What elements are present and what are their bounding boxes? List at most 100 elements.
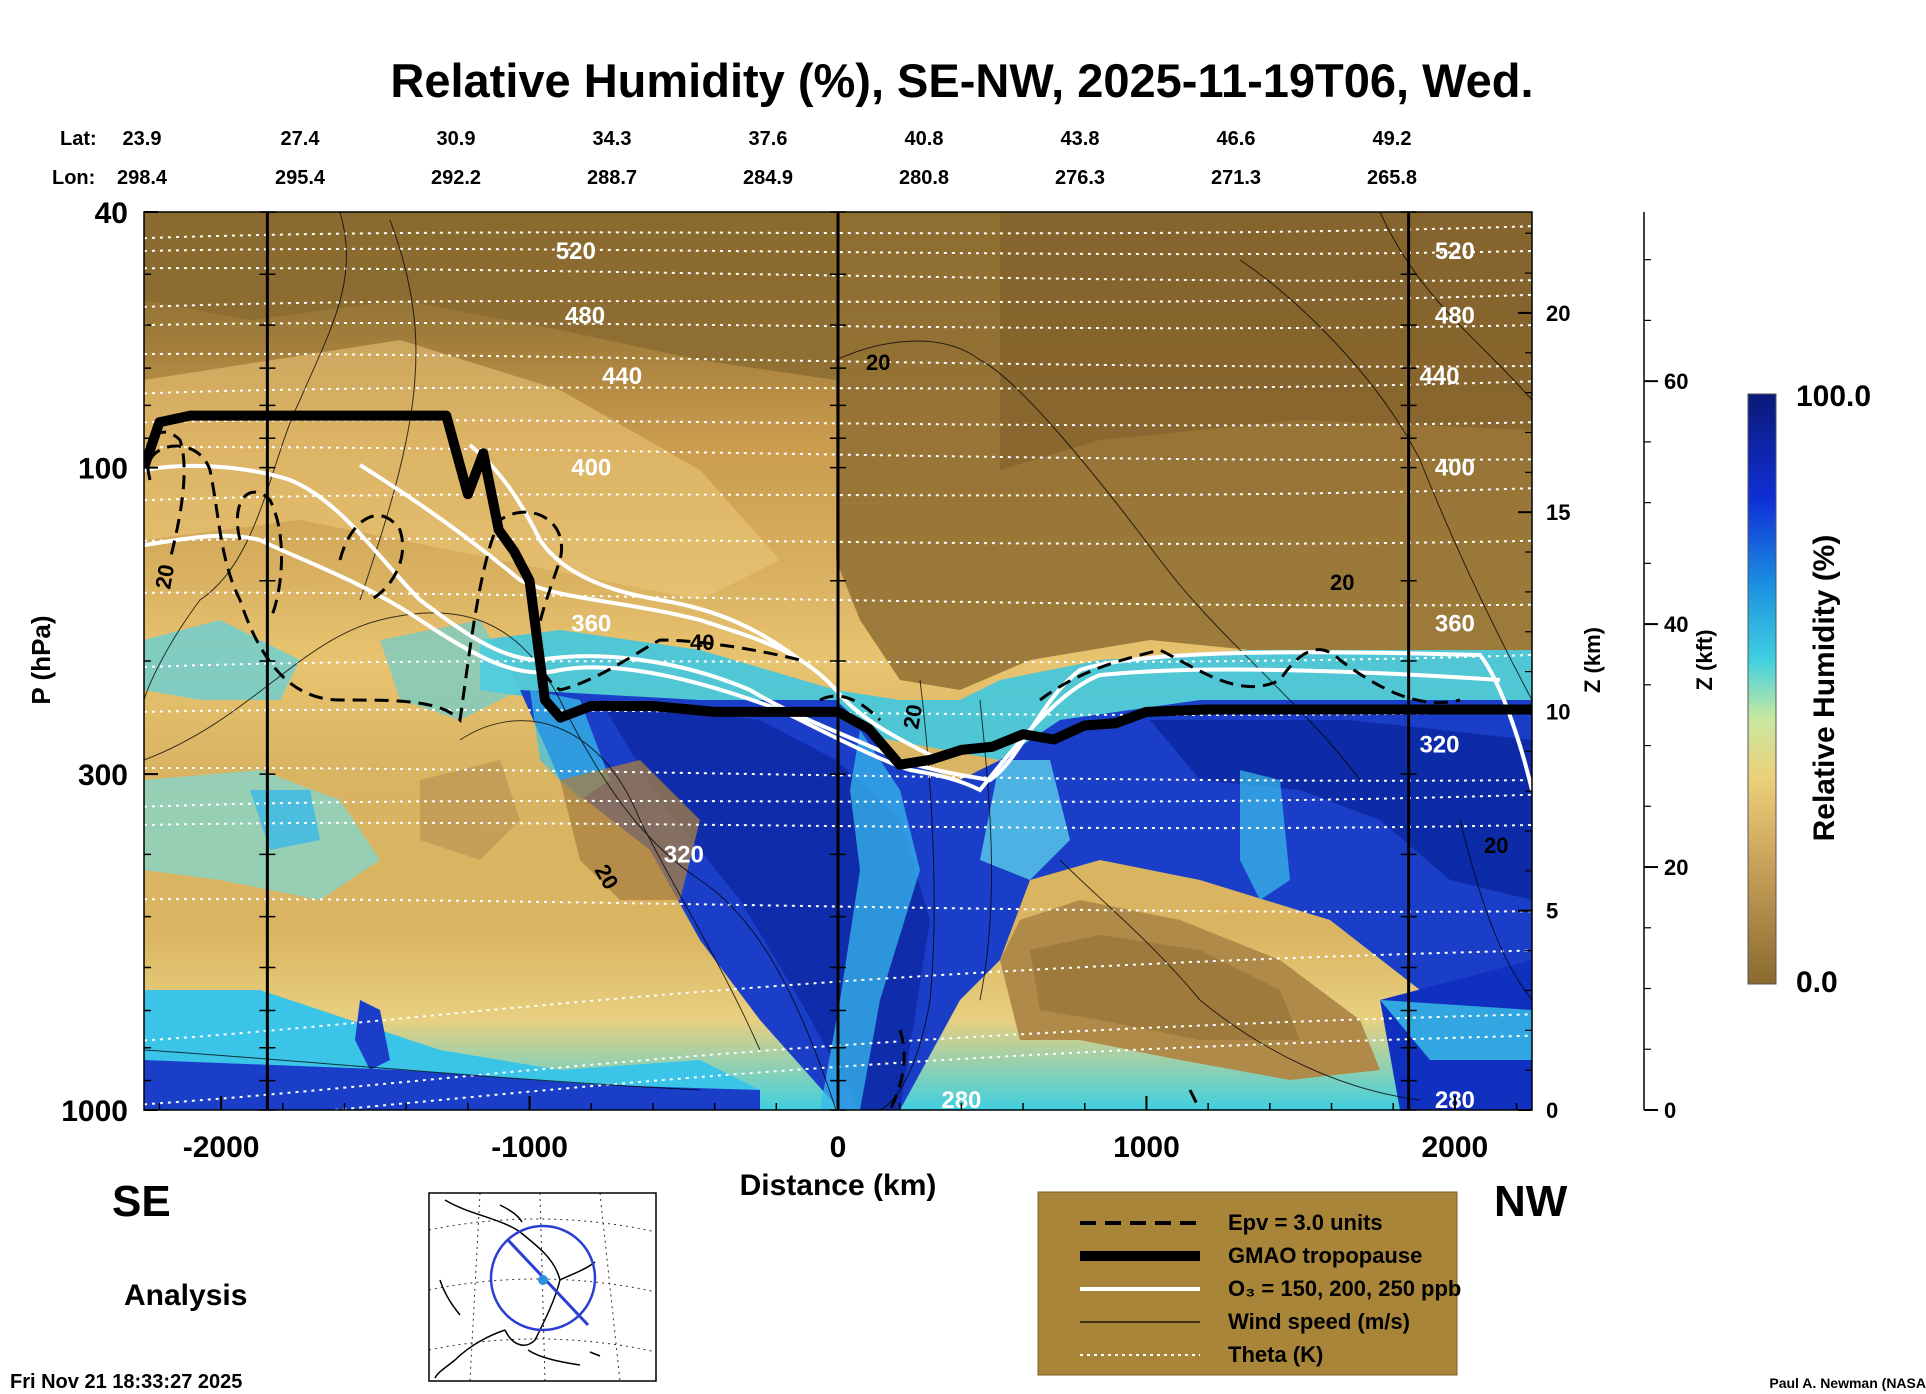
y-tick-label: 100 <box>78 453 128 486</box>
colorbar-max: 100.0 <box>1796 380 1871 413</box>
theta-line <box>144 293 1532 308</box>
theta-label: 440 <box>602 363 642 390</box>
lat-label: Lat: <box>60 128 97 150</box>
lon-value: 284.9 <box>743 167 793 189</box>
credit: Paul A. Newman (NASA <box>1769 1375 1926 1391</box>
theta-line <box>144 591 1532 607</box>
map-range-circle <box>489 1224 597 1332</box>
z-kft-tick-label: 40 <box>1664 612 1688 637</box>
lon-value: 288.7 <box>587 167 637 189</box>
legend-theta-label: Theta (K) <box>1228 1342 1323 1367</box>
theta-label: 400 <box>571 455 611 482</box>
theta-label: 360 <box>1435 611 1475 638</box>
z-km-tick-label: 20 <box>1546 301 1570 326</box>
legend-ozone-label: O₃ = 150, 200, 250 ppb <box>1228 1276 1461 1301</box>
z-kft-tick-label: 20 <box>1664 855 1688 880</box>
theta-line <box>144 793 1532 808</box>
theta-label: 480 <box>1435 303 1475 330</box>
theta-label: 400 <box>1435 455 1475 482</box>
theta-line <box>144 352 1532 368</box>
z-km-tick-label: 10 <box>1546 699 1570 724</box>
x-tick-label: -1000 <box>491 1131 568 1164</box>
wind-label: 40 <box>690 630 714 655</box>
theta-line <box>144 654 1532 668</box>
wind-contours <box>144 212 1532 1110</box>
z-km-axis-label: Z (km) <box>1580 627 1605 693</box>
wind-label: 20 <box>150 562 179 590</box>
y-tick-label: 40 <box>95 197 128 230</box>
lat-value: 37.6 <box>749 128 788 150</box>
direction-se: SE <box>112 1177 171 1226</box>
lat-value: 34.3 <box>593 128 632 150</box>
x-tick-label: 1000 <box>1113 1131 1180 1164</box>
legend-tropopause-label: GMAO tropopause <box>1228 1243 1422 1268</box>
analysis-label: Analysis <box>124 1279 247 1312</box>
y-tick-label: 300 <box>78 759 128 792</box>
reference-lines <box>259 211 1417 1111</box>
theta-label: 480 <box>565 303 605 330</box>
lon-value: 276.3 <box>1055 167 1105 189</box>
lat-value: 49.2 <box>1373 128 1412 150</box>
theta-line <box>144 267 1532 282</box>
y-axis-z-km: 0 5 10 15 20 <box>1518 232 1570 1123</box>
z-km-tick-label: 5 <box>1546 899 1558 924</box>
x-tick-label: 0 <box>830 1131 847 1164</box>
direction-nw: NW <box>1494 1177 1568 1226</box>
lat-value: 23.9 <box>123 128 162 150</box>
x-tick-label: -2000 <box>183 1131 260 1164</box>
theta-contours <box>144 225 1532 1110</box>
theta-line <box>144 1013 1532 1106</box>
z-kft-tick-label: 60 <box>1664 369 1688 394</box>
theta-line <box>323 1034 1532 1110</box>
timestamp: Fri Nov 21 18:33:27 2025 <box>10 1371 242 1393</box>
theta-line <box>144 708 1532 716</box>
theta-line <box>144 537 1532 545</box>
theta-line <box>144 322 1532 330</box>
theta-line <box>144 949 1532 1042</box>
map-center-marker <box>538 1275 548 1285</box>
theta-line <box>144 446 1532 461</box>
lon-value: 280.8 <box>899 167 949 189</box>
z-km-tick-label: 15 <box>1546 500 1570 525</box>
theta-label: 520 <box>1435 238 1475 265</box>
y-axis-label: P (hPa) <box>26 615 56 704</box>
wind-label: 20 <box>1484 833 1508 858</box>
lon-value: 271.3 <box>1211 167 1261 189</box>
colorbar-scale <box>1747 393 1777 985</box>
inset-map <box>428 1192 657 1382</box>
theta-line <box>144 247 1532 256</box>
chart-title: Relative Humidity (%), SE-NW, 2025-11-19… <box>390 54 1533 107</box>
wind-label: 20 <box>898 702 927 730</box>
colorbar-label: Relative Humidity (%) <box>1808 535 1841 842</box>
z-kft-tick-label: 0 <box>1664 1098 1676 1123</box>
lon-value: 298.4 <box>117 167 168 189</box>
colorbar-min: 0.0 <box>1796 966 1838 999</box>
map-section-line <box>506 1238 590 1327</box>
theta-line <box>144 380 1532 395</box>
lat-value: 30.9 <box>437 128 476 150</box>
lon-value: 295.4 <box>275 167 326 189</box>
theta-label: 320 <box>1419 732 1459 759</box>
map-grid <box>428 1192 657 1382</box>
theta-line <box>144 821 1532 830</box>
theta-label: 320 <box>664 841 704 868</box>
lon-value: 292.2 <box>431 167 481 189</box>
z-km-tick-label: 0 <box>1546 1098 1558 1123</box>
x-axis: -2000 -1000 0 1000 2000 <box>158 1096 1518 1164</box>
legend: Epv = 3.0 units GMAO tropopause O₃ = 150… <box>1037 1191 1461 1376</box>
tropopause-line <box>144 410 1532 770</box>
x-axis-label: Distance (km) <box>740 1169 937 1202</box>
lat-value: 46.6 <box>1217 128 1256 150</box>
legend-epv-label: Epv = 3.0 units <box>1228 1210 1383 1235</box>
wind-label: 20 <box>1330 570 1354 595</box>
theta-line <box>144 766 1532 782</box>
colorbar: 100.0 0.0 Relative Humidity (%) <box>1747 380 1871 999</box>
lat-value: 43.8 <box>1061 128 1100 150</box>
lon-label: Lon: <box>52 167 95 189</box>
lat-value: 40.8 <box>905 128 944 150</box>
lat-lon-row: 23.9 27.4 30.9 34.3 37.6 40.8 43.8 46.6 49.2 298.… <box>117 128 1417 189</box>
theta-label: 520 <box>556 238 596 265</box>
legend-wind-label: Wind speed (m/s) <box>1228 1309 1410 1334</box>
